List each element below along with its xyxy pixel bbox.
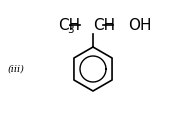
Text: CH: CH	[93, 18, 115, 33]
Text: 3: 3	[67, 25, 74, 35]
Text: (iii): (iii)	[8, 64, 25, 73]
Text: OH: OH	[128, 18, 152, 33]
Text: CH: CH	[58, 18, 80, 33]
